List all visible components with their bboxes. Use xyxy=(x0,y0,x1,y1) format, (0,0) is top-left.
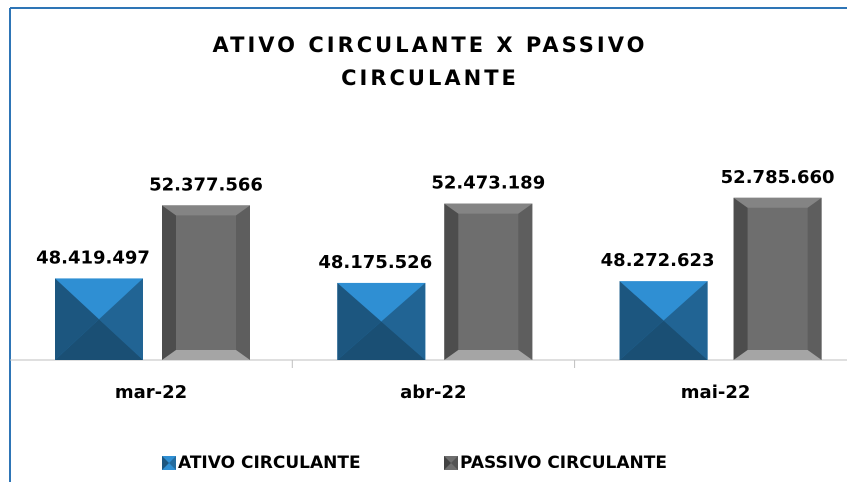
bar-bevel xyxy=(733,197,822,208)
bar-bevel xyxy=(518,203,533,360)
bar-bevel xyxy=(162,350,250,360)
bar-bevel xyxy=(619,281,664,360)
data-label: 48.175.526 xyxy=(318,252,432,273)
chart-title: ATIVO CIRCULANTE X PASSIVO xyxy=(213,33,648,57)
x-tick-label: mai-22 xyxy=(681,382,751,403)
x-tick-label: mar-22 xyxy=(115,382,187,403)
data-label: 48.272.623 xyxy=(601,250,715,271)
bar-bevel xyxy=(236,205,250,360)
legend-swatch-bevel xyxy=(169,456,176,470)
legend-label: ATIVO CIRCULANTE xyxy=(178,453,361,473)
x-tick-label: abr-22 xyxy=(400,382,466,403)
bar-bevel xyxy=(733,197,748,360)
bar-bevel xyxy=(807,197,822,360)
data-label: 52.377.566 xyxy=(149,174,263,195)
chart-title: CIRCULANTE xyxy=(341,66,519,90)
bar-bevel xyxy=(619,320,708,360)
bar-bevel xyxy=(99,278,143,360)
data-label: 48.419.497 xyxy=(36,247,150,268)
bar-bevel xyxy=(162,205,250,216)
bar-bevel xyxy=(444,203,459,360)
bar-bevel xyxy=(444,350,533,360)
bar xyxy=(162,205,250,360)
legend-label: PASSIVO CIRCULANTE xyxy=(460,453,667,473)
bar xyxy=(733,197,822,360)
legend-swatch-bevel xyxy=(162,456,169,470)
bar-bevel xyxy=(55,278,99,360)
data-label: 52.473.189 xyxy=(431,173,545,194)
legend-swatch-bevel xyxy=(451,456,458,470)
data-label: 52.785.660 xyxy=(721,167,835,188)
legend-swatch-bevel xyxy=(444,456,451,470)
bar-bevel xyxy=(733,350,822,360)
bar-bevel xyxy=(444,203,533,214)
bar-bevel xyxy=(337,321,426,360)
bar xyxy=(444,203,533,360)
bar-bevel xyxy=(381,282,426,360)
bar-bevel xyxy=(337,282,382,360)
bar-bevel xyxy=(55,319,143,360)
bar-bevel xyxy=(162,205,176,360)
bar-bevel xyxy=(663,281,708,360)
